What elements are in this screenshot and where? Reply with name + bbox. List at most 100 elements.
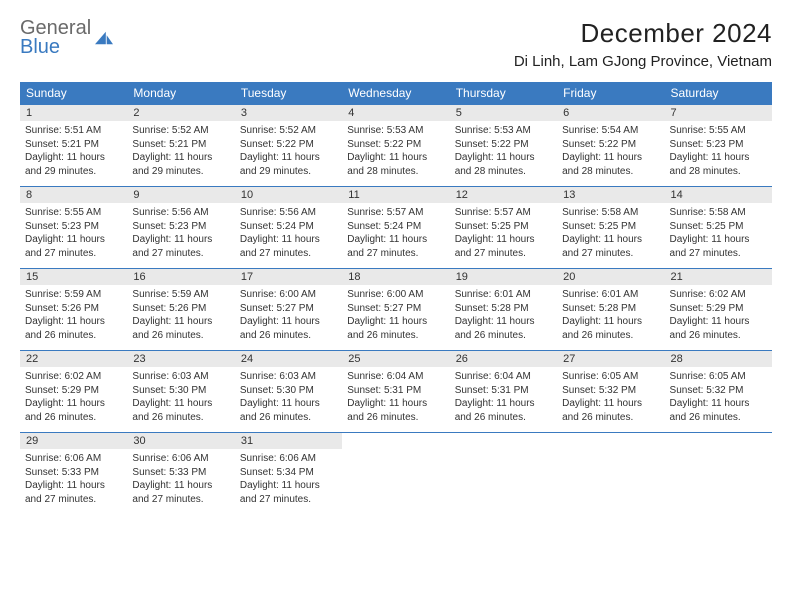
sunrise-value: 5:59 AM [172,289,209,300]
day-cell: Sunrise: 5:51 AMSunset: 5:21 PMDaylight:… [20,121,127,187]
sunrise-line: Sunrise: 5:55 AM [670,124,767,138]
daylight-line: Daylight: 11 hours and 27 minutes. [132,479,229,506]
day-of-week-header: Saturday [665,82,772,105]
day-number-cell: 5 [450,105,557,122]
sunrise-value: 5:58 AM [602,207,639,218]
sunset-label: Sunset: [240,221,274,232]
sunset-line: Sunset: 5:28 PM [562,302,659,316]
sunrise-value: 5:58 AM [709,207,746,218]
sunrise-label: Sunrise: [670,207,707,218]
daylight-label: Daylight: [670,316,709,327]
sunrise-label: Sunrise: [132,289,169,300]
day-number-cell: 29 [20,433,127,450]
sunrise-label: Sunrise: [240,125,277,136]
daylight-line: Daylight: 11 hours and 28 minutes. [562,151,659,178]
daylight-line: Daylight: 11 hours and 27 minutes. [562,233,659,260]
day-number-cell: 13 [557,187,664,204]
daylight-line: Daylight: 11 hours and 29 minutes. [240,151,337,178]
day-of-week-header: Sunday [20,82,127,105]
empty-cell [342,449,449,514]
sunrise-label: Sunrise: [347,289,384,300]
sunrise-label: Sunrise: [132,125,169,136]
day-cell: Sunrise: 5:57 AMSunset: 5:25 PMDaylight:… [450,203,557,269]
daylight-label: Daylight: [240,316,279,327]
sunrise-label: Sunrise: [455,371,492,382]
sunrise-label: Sunrise: [240,207,277,218]
day-number-cell: 28 [665,351,772,368]
daylight-line: Daylight: 11 hours and 26 minutes. [240,315,337,342]
sunrise-label: Sunrise: [132,207,169,218]
sunset-value: 5:30 PM [169,385,206,396]
calendar-table: SundayMondayTuesdayWednesdayThursdayFrid… [20,82,772,514]
sunrise-label: Sunrise: [562,207,599,218]
sunrise-value: 5:51 AM [64,125,101,136]
sunset-value: 5:34 PM [277,467,314,478]
sunrise-label: Sunrise: [25,289,62,300]
sunrise-label: Sunrise: [132,371,169,382]
day-cell: Sunrise: 6:06 AMSunset: 5:34 PMDaylight:… [235,449,342,514]
sunrise-value: 6:02 AM [64,371,101,382]
sunrise-value: 5:52 AM [279,125,316,136]
sunset-value: 5:27 PM [384,303,421,314]
empty-cell [557,433,664,450]
sunrise-label: Sunrise: [562,125,599,136]
sunset-line: Sunset: 5:30 PM [240,384,337,398]
day-number-cell: 7 [665,105,772,122]
sunset-label: Sunset: [347,385,381,396]
day-number-cell: 24 [235,351,342,368]
sunrise-line: Sunrise: 5:52 AM [132,124,229,138]
sunset-label: Sunset: [132,303,166,314]
header: General Blue December 2024 Di Linh, Lam … [20,18,772,70]
sunrise-value: 5:56 AM [172,207,209,218]
sunrise-line: Sunrise: 6:03 AM [132,370,229,384]
empty-cell [450,449,557,514]
daylight-label: Daylight: [455,316,494,327]
sunset-line: Sunset: 5:30 PM [132,384,229,398]
sunset-value: 5:24 PM [384,221,421,232]
logo-text-block: General Blue [20,18,91,57]
week-detail-row: Sunrise: 5:51 AMSunset: 5:21 PMDaylight:… [20,121,772,187]
daylight-label: Daylight: [132,480,171,491]
daylight-line: Daylight: 11 hours and 27 minutes. [347,233,444,260]
daylight-line: Daylight: 11 hours and 26 minutes. [25,315,122,342]
day-cell: Sunrise: 5:52 AM Sunset: 5:22 PMDaylight:… [235,121,342,187]
sunset-line: Sunset: 5:24 PM [347,220,444,234]
location-text: Di Linh, Lam GJong Province, Vietnam [514,53,772,70]
day-number-cell: 14 [665,187,772,204]
sunset-line: Sunset: 5:29 PM [25,384,122,398]
daylight-label: Daylight: [347,398,386,409]
logo: General Blue [20,18,113,57]
sunset-line: Sunset: 5:32 PM [562,384,659,398]
sunset-label: Sunset: [455,221,489,232]
empty-cell [342,433,449,450]
daylight-line: Daylight: 11 hours and 27 minutes. [25,479,122,506]
sunset-value: 5:25 PM [491,221,528,232]
sunrise-line: Sunrise: 6:02 AM [25,370,122,384]
day-cell: Sunrise: 5:56 AMSunset: 5:24 PMDaylight:… [235,203,342,269]
sunset-label: Sunset: [25,221,59,232]
day-number-cell: 25 [342,351,449,368]
sunset-value: 5:23 PM [706,139,743,150]
sunrise-label: Sunrise: [670,289,707,300]
sunset-value: 5:29 PM [62,385,99,396]
sunrise-value: 5:52 AM [172,125,209,136]
sunset-line: Sunset: 5:22 PM [240,138,337,152]
sunset-value: 5:33 PM [169,467,206,478]
day-number-cell: 11 [342,187,449,204]
sunset-line: Sunset: 5:25 PM [562,220,659,234]
sunset-line: Sunset: 5:25 PM [455,220,552,234]
sunrise-value: 6:04 AM [387,371,424,382]
empty-cell [665,449,772,514]
sunrise-line: Sunrise: 5:59 AM [132,288,229,302]
daylight-line: Daylight: 11 hours and 26 minutes. [132,315,229,342]
day-number-row: 22232425262728 [20,351,772,368]
sunrise-value: 6:05 AM [709,371,746,382]
day-number-cell: 23 [127,351,234,368]
day-cell: Sunrise: 6:00 AMSunset: 5:27 PMDaylight:… [235,285,342,351]
day-cell: Sunrise: 5:56 AMSunset: 5:23 PMDaylight:… [127,203,234,269]
sunset-value: 5:22 PM [599,139,636,150]
daylight-label: Daylight: [25,480,64,491]
daylight-line: Daylight: 11 hours and 26 minutes. [670,315,767,342]
daylight-label: Daylight: [132,234,171,245]
sunrise-value: 5:53 AM [494,125,531,136]
